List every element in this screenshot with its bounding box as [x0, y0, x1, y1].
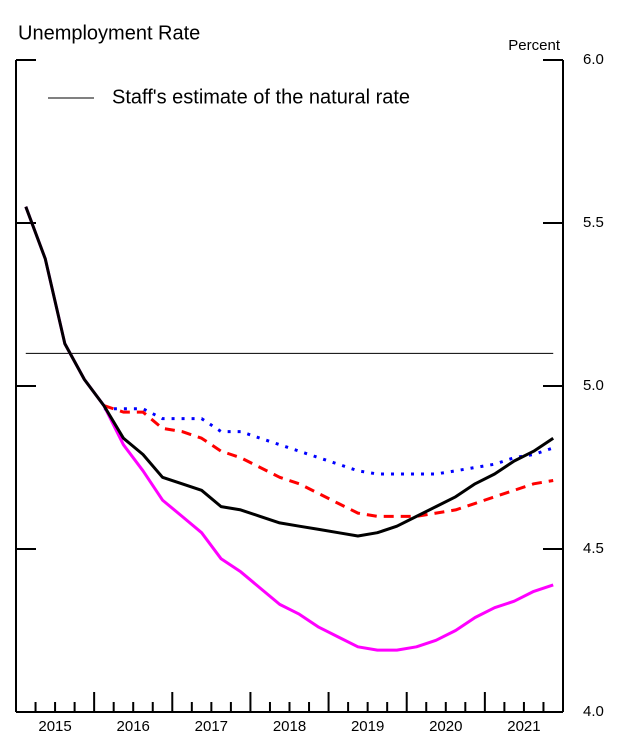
x-tick-label: 2018 [273, 718, 306, 735]
chart-title: Unemployment Rate [18, 22, 200, 44]
y-tick-label: 5.0 [583, 377, 604, 394]
x-tick-label: 2015 [38, 718, 71, 735]
x-tick-label: 2017 [195, 718, 228, 735]
series-line [103, 407, 554, 476]
series-line [103, 404, 554, 518]
x-tick-label: 2016 [117, 718, 150, 735]
y-tick-label: 6.0 [583, 51, 604, 68]
y-axis-label: Percent [508, 37, 561, 54]
series-line [24, 206, 555, 538]
y-tick-label: 4.0 [583, 703, 604, 720]
x-tick-label: 2019 [351, 718, 384, 735]
legend-label: Staff's estimate of the natural rate [112, 86, 410, 108]
series-line [24, 206, 554, 652]
y-tick-label: 5.5 [583, 214, 604, 231]
x-tick-label: 2020 [429, 718, 462, 735]
y-tick-label: 4.5 [583, 540, 604, 557]
x-tick-label: 2021 [507, 718, 540, 735]
